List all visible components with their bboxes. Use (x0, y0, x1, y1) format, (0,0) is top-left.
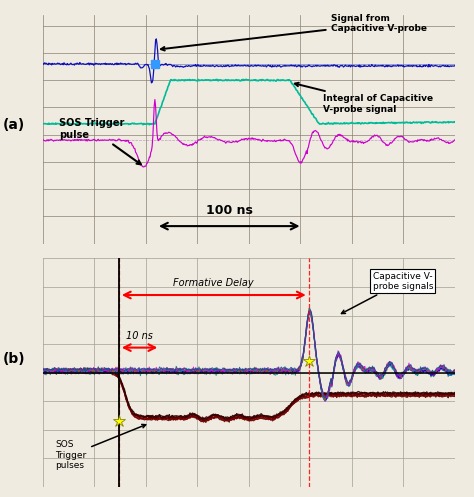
Text: Capacitive V-
probe signals: Capacitive V- probe signals (341, 271, 433, 314)
Text: 10 ns: 10 ns (126, 331, 153, 341)
Text: 100 ns: 100 ns (206, 204, 253, 217)
Text: Integral of Capacitive
V-probe signal: Integral of Capacitive V-probe signal (295, 83, 433, 114)
Text: SOS Trigger
pulse: SOS Trigger pulse (59, 118, 141, 165)
Text: Formative Delay: Formative Delay (173, 278, 254, 288)
Text: (a): (a) (2, 118, 25, 132)
Text: Signal from
Capacitive V-probe: Signal from Capacitive V-probe (161, 14, 428, 51)
Text: SOS
Trigger
pulses: SOS Trigger pulses (55, 424, 146, 470)
Text: (b): (b) (2, 352, 25, 366)
